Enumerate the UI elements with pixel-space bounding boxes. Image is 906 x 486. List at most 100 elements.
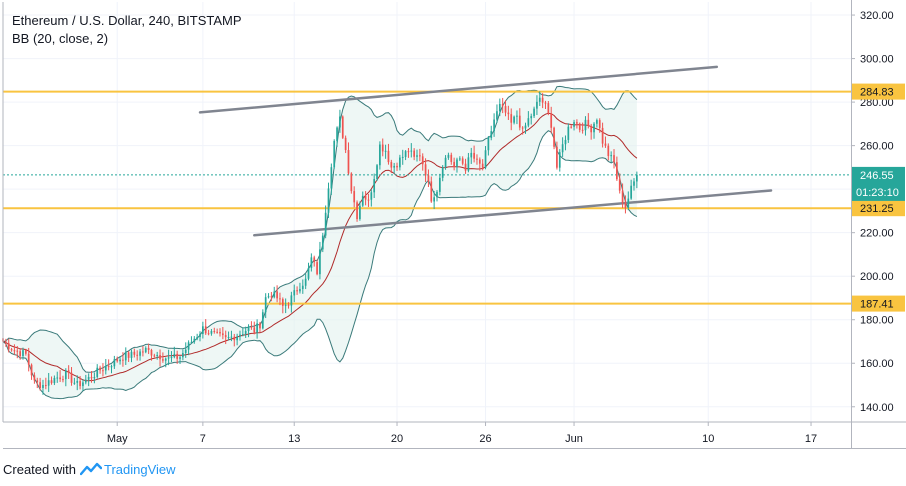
y-tick-label: 180.00 [860,315,894,327]
candle-body [624,202,627,208]
chart-title: Ethereum / U.S. Dollar, 240, BITSTAMP [12,13,242,28]
y-tick-label: 260.00 [860,141,894,153]
candle-body [321,235,324,250]
candle-body [550,113,553,128]
candle-body [461,158,464,164]
candle-body [119,359,121,362]
x-tick-label: 20 [391,433,403,445]
y-tick-label: 280.00 [860,97,894,109]
candle-body [481,163,484,168]
candle-body [587,119,590,126]
candle-body [290,295,293,306]
footer: Created with TradingView [3,458,176,480]
candle-body [193,338,196,342]
y-tick-label: 300.00 [860,54,894,66]
candle-body [307,267,310,279]
price-badges: 284.83 231.25 187.41 246.55 01:23:10 [852,83,905,312]
candle-body [7,343,10,350]
candle-body [561,144,564,153]
trend-line[interactable] [253,189,773,237]
candle-body [530,116,533,119]
candle-body [270,296,273,298]
candle-body [601,127,604,144]
candle-body [516,115,518,117]
candle-body [541,97,544,103]
candle-body [413,150,416,157]
candle-body [130,351,133,358]
candle-body [533,108,535,117]
candle-body [142,351,144,353]
candle-body [310,257,313,268]
candle-body [444,157,447,168]
candle-body [364,195,367,200]
candle-body [547,103,550,114]
bb-lower-line [2,130,638,400]
candle-body [527,118,530,126]
candle-body [450,154,453,162]
level-badge [852,295,905,312]
candle-body [596,120,598,124]
candle-body [510,114,513,123]
candle-body [247,326,250,331]
x-axis[interactable]: May 7 13 20 26 Jun 10 17 [107,422,817,445]
candle-body [133,351,136,355]
level-badge-label: 231.25 [860,203,894,215]
candle-body [224,335,227,338]
candle-body [538,97,541,102]
indicator-label: BB (20, close, 2) [12,31,108,46]
candle-body [396,165,398,168]
candle-body [347,150,350,174]
candle-body [336,127,338,141]
candle-body [122,359,124,361]
candle-body [470,152,473,158]
candle-body [147,347,150,350]
candle-body [162,359,164,361]
candle-body [616,162,618,180]
candle-body [498,103,501,112]
candle-body [478,159,481,164]
candle-body [316,262,318,275]
tradingview-logo-icon[interactable] [79,462,102,476]
x-tick-label: 13 [288,433,300,445]
candle-body [590,125,593,133]
candle-body [253,327,256,333]
y-tick-label: 160.00 [860,358,894,370]
candle-body [456,159,458,168]
candle-body [359,205,361,220]
candle-body [176,353,179,359]
candle-body [276,291,278,299]
candle-body [139,351,141,356]
candle-body [27,353,30,365]
candle-body [598,120,601,128]
candle-body [387,150,390,163]
candle-body [327,188,330,213]
candle-body [150,349,153,356]
candle-body [604,143,607,146]
candle-body [84,379,87,383]
candle-body [10,349,13,351]
candle-body [419,155,421,157]
trend-line[interactable] [198,65,719,114]
candle-body [376,165,378,180]
candle-body [613,155,615,163]
x-tick-label: 7 [200,433,206,445]
candle-body [19,351,21,357]
candle-body [182,352,184,358]
candle-body [293,290,296,296]
candle-body [62,379,64,381]
candle-body [47,380,50,386]
candle-body [584,119,587,131]
candle-body [233,336,236,341]
candle-body [430,181,433,202]
candle-body [124,352,127,361]
candle-body [116,359,119,362]
candle-body [279,298,281,300]
candle-body [544,102,547,104]
countdown-label: 01:23:10 [856,187,899,199]
candle-body [501,103,504,107]
tradingview-brand[interactable]: TradingView [103,461,176,477]
x-tick-label: 10 [702,433,714,445]
candle-body [487,137,490,151]
candle-body [239,334,241,337]
candle-body [267,296,270,298]
